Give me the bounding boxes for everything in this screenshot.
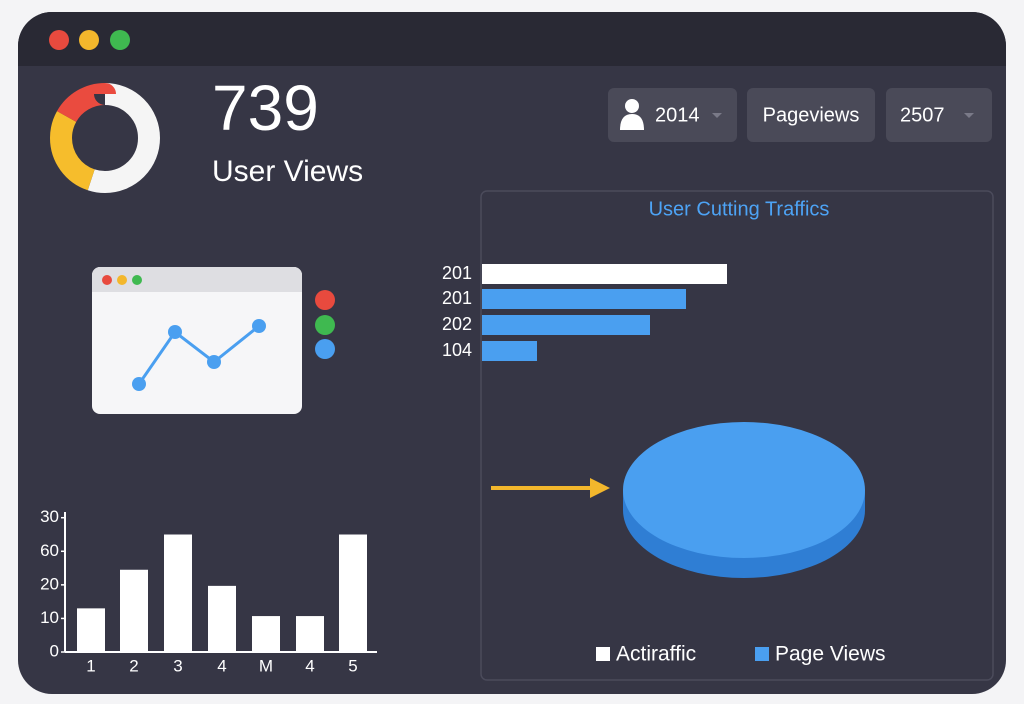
status-dot <box>315 315 335 335</box>
y-tick-label: 0 <box>50 641 59 660</box>
legend-swatch <box>755 647 769 661</box>
user-icon <box>625 99 639 113</box>
dropdown[interactable] <box>886 88 992 142</box>
minimize-button[interactable] <box>79 30 99 50</box>
status-dot <box>315 290 335 310</box>
panel-title: User Cutting Traffics <box>649 198 830 220</box>
bar <box>296 616 324 652</box>
x-tick-label: 3 <box>173 656 182 675</box>
y-tick-label: 10 <box>40 608 59 627</box>
dropdown-label: 2014 <box>655 104 700 126</box>
filter-year[interactable]: 2014 <box>608 88 737 142</box>
mini-title-bar <box>92 267 302 292</box>
bar <box>120 569 148 652</box>
donut-segment <box>50 83 160 193</box>
bar <box>252 616 280 652</box>
filter-metric[interactable]: Pageviews <box>747 88 875 142</box>
panel-border <box>480 190 994 681</box>
hbar <box>482 341 537 361</box>
hbar-label: 202 <box>442 314 472 334</box>
mini-line <box>137 324 260 385</box>
mini-point <box>132 377 146 391</box>
arrow-head <box>590 478 610 498</box>
user-icon <box>620 114 644 130</box>
dropdown-caret <box>964 113 974 118</box>
hbar <box>482 315 650 335</box>
hbar-label: 201 <box>442 288 472 308</box>
close-button[interactable] <box>49 30 69 50</box>
views-count: 739 <box>212 72 319 144</box>
status-dot <box>315 339 335 359</box>
legend-label: Page Views <box>775 643 886 666</box>
dropdown-caret <box>712 113 722 118</box>
bar <box>77 608 105 652</box>
mini-dot <box>117 275 127 285</box>
pie-top <box>623 422 865 558</box>
hbar <box>482 289 686 309</box>
bar <box>208 585 236 652</box>
mini-window <box>92 267 302 414</box>
y-tick-label: 30 <box>40 507 59 526</box>
x-tick-label: M <box>259 656 273 675</box>
filter-number[interactable]: 2507 <box>886 88 992 142</box>
x-tick-label: 4 <box>217 656 226 675</box>
hbar <box>482 264 727 284</box>
dropdown-label: Pageviews <box>763 104 860 126</box>
bar-chart: 0 10 20 60 30 1 2 3 4 M 4 5 <box>40 507 377 675</box>
dropdown-label: 2507 <box>900 104 945 126</box>
mini-point <box>207 355 221 369</box>
bar <box>164 534 192 652</box>
hbar-label: 201 <box>442 263 472 283</box>
dropdown[interactable] <box>747 88 875 142</box>
legend-label: Actiraffic <box>616 643 696 666</box>
bar <box>339 534 367 652</box>
maximize-button[interactable] <box>110 30 130 50</box>
views-label: User Views <box>212 155 363 188</box>
donut-segment <box>50 83 160 193</box>
mini-dot <box>102 275 112 285</box>
y-tick-label: 60 <box>40 541 59 560</box>
x-tick-label: 1 <box>86 656 95 675</box>
x-tick-label: 2 <box>129 656 138 675</box>
x-tick-label: 5 <box>348 656 357 675</box>
x-tick-label: 4 <box>305 656 314 675</box>
traffic-panel: User Cutting Traffics 201 201 202 104 Actira… <box>442 190 994 681</box>
title-bar <box>18 12 1006 66</box>
mini-dot <box>132 275 142 285</box>
hbar-label: 104 <box>442 340 472 360</box>
mini-point <box>252 319 266 333</box>
legend-swatch <box>596 647 610 661</box>
donut-chart <box>50 83 160 193</box>
y-tick-label: 20 <box>40 574 59 593</box>
mini-point <box>168 325 182 339</box>
